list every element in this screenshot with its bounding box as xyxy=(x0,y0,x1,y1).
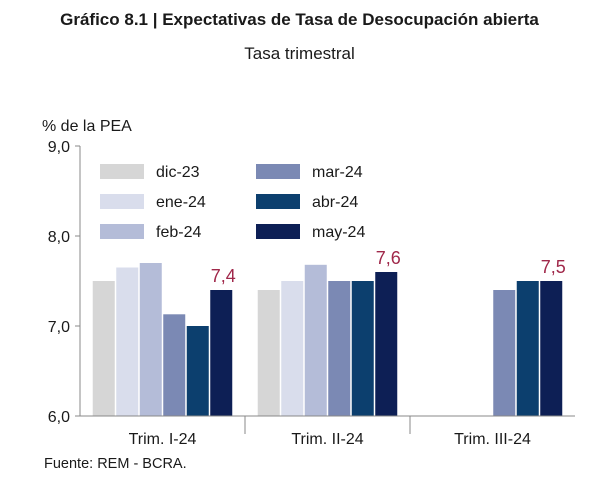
legend-label: ene-24 xyxy=(156,194,206,211)
legend-swatch xyxy=(256,164,300,179)
bar xyxy=(516,281,539,416)
bar xyxy=(210,290,233,416)
legend-label: mar-24 xyxy=(312,164,363,181)
y-axis-label: % de la PEA xyxy=(42,118,132,135)
legend-swatch xyxy=(256,224,300,239)
data-label: 7,6 xyxy=(376,248,401,268)
y-tick-label: 8,0 xyxy=(48,229,70,246)
y-tick-label: 7,0 xyxy=(48,319,70,336)
bar xyxy=(328,281,351,416)
legend-label: dic-23 xyxy=(156,164,200,181)
bar xyxy=(493,290,516,416)
y-tick-label: 6,0 xyxy=(48,409,70,426)
data-labels: 7,4 7,6 7,5 xyxy=(211,248,566,286)
bar xyxy=(351,281,374,416)
bar xyxy=(375,272,398,416)
bar xyxy=(304,264,327,416)
legend-swatch xyxy=(256,194,300,209)
bar xyxy=(92,281,115,416)
legend-label: may-24 xyxy=(312,224,365,241)
bar xyxy=(163,314,186,416)
x-tick-label: Trim. III-24 xyxy=(454,431,531,448)
x-tick-label: Trim. I-24 xyxy=(129,431,197,448)
legend-swatch xyxy=(100,194,144,209)
legend: dic-23 ene-24 feb-24 mar-24 abr-24 may-24 xyxy=(100,164,365,241)
source-note: Fuente: REM - BCRA. xyxy=(44,456,187,472)
bars xyxy=(92,263,563,416)
bar xyxy=(257,290,280,416)
axes: % de la PEA 6,0 7,0 8,0 9,0 Trim. I-24 Trim. I… xyxy=(42,118,575,448)
chart-title: Gráfico 8.1 | Expectativas de Tasa de De… xyxy=(60,10,539,29)
data-label: 7,4 xyxy=(211,266,236,286)
legend-label: feb-24 xyxy=(156,224,201,241)
x-tick-label: Trim. II-24 xyxy=(291,431,363,448)
legend-swatch xyxy=(100,164,144,179)
data-label: 7,5 xyxy=(541,257,566,277)
chart-subtitle: Tasa trimestral xyxy=(244,44,355,63)
bar xyxy=(116,267,139,416)
bar xyxy=(281,281,304,416)
bar xyxy=(186,326,209,416)
y-tick-label: 9,0 xyxy=(48,139,70,156)
bar xyxy=(540,281,563,416)
bar xyxy=(139,263,162,416)
legend-swatch xyxy=(100,224,144,239)
legend-label: abr-24 xyxy=(312,194,358,211)
